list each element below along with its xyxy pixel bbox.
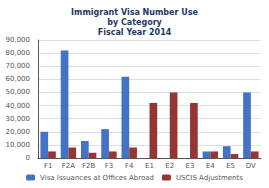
svg-text:by Category: by Category xyxy=(107,18,162,27)
svg-text:E2: E2 xyxy=(165,162,174,170)
svg-text:DV: DV xyxy=(246,162,256,170)
svg-text:F4: F4 xyxy=(125,162,134,170)
svg-text:E1: E1 xyxy=(145,162,154,170)
svg-text:E4: E4 xyxy=(206,162,215,170)
svg-text:10,000: 10,000 xyxy=(6,141,31,149)
svg-text:F3: F3 xyxy=(105,162,113,170)
svg-text:F1: F1 xyxy=(44,162,52,170)
svg-text:80,000: 80,000 xyxy=(6,49,31,57)
svg-text:0: 0 xyxy=(26,154,30,162)
svg-text:E5: E5 xyxy=(226,162,235,170)
svg-text:70,000: 70,000 xyxy=(6,62,31,70)
svg-text:30,000: 30,000 xyxy=(6,115,31,123)
svg-text:50,000: 50,000 xyxy=(6,88,31,96)
svg-text:40,000: 40,000 xyxy=(6,102,31,110)
svg-text:20,000: 20,000 xyxy=(6,128,31,136)
svg-text:Immigrant Visa Number Use: Immigrant Visa Number Use xyxy=(71,8,198,17)
svg-text:Visa Issuances at Offices Abro: Visa Issuances at Offices Abroad xyxy=(40,174,154,182)
svg-text:F2A: F2A xyxy=(62,162,75,170)
svg-text:E3: E3 xyxy=(186,162,195,170)
svg-text:90,000: 90,000 xyxy=(6,36,31,44)
svg-text:USCIS Adjustments: USCIS Adjustments xyxy=(176,174,243,182)
svg-text:F2B: F2B xyxy=(82,162,95,170)
svg-text:60,000: 60,000 xyxy=(6,75,31,83)
svg-text:Fiscal Year 2014: Fiscal Year 2014 xyxy=(98,28,172,37)
